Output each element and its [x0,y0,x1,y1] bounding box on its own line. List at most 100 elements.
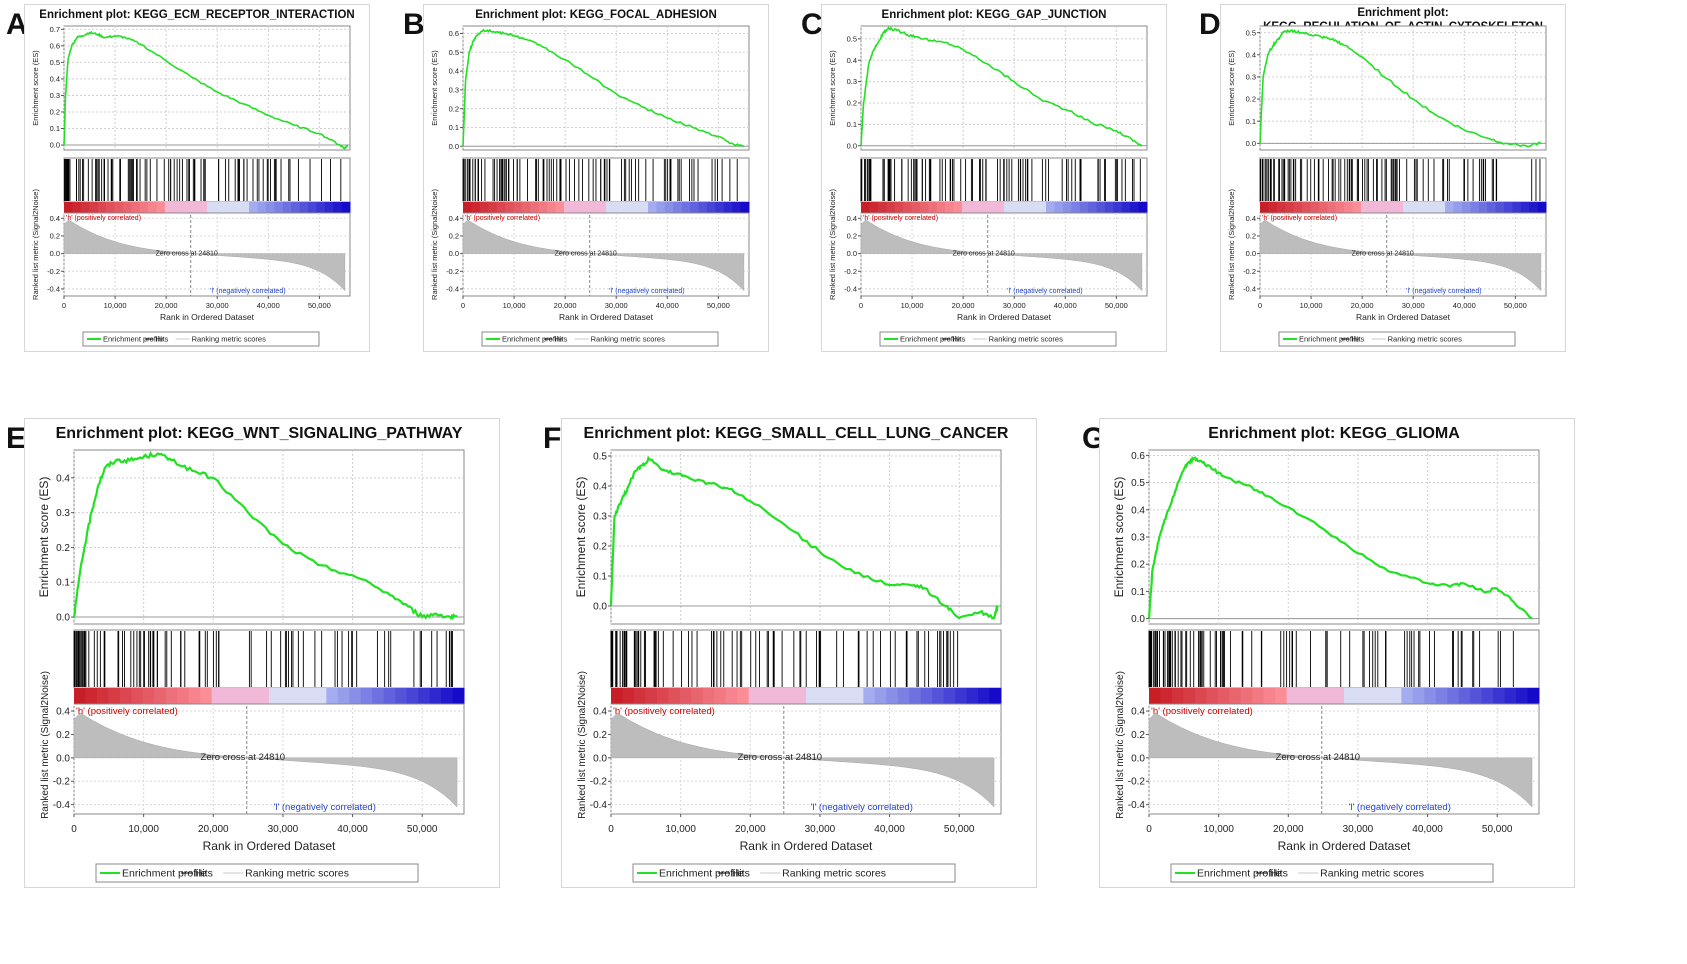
heatmap-segment [1318,202,1328,213]
heatmap-segment [1029,202,1039,213]
x-tick-label: 20,000 [554,301,577,310]
heatmap-segment [1527,688,1540,704]
heatmap-segment [911,202,921,213]
x-tick-label: 30,000 [268,824,299,835]
es-tick-label: 0.5 [847,34,857,43]
heatmap-segment [1503,202,1513,213]
negative-label: 'l' (negatively correlated) [1349,802,1451,813]
enrichment-profile-line [462,28,745,147]
heatmap-segment [360,688,373,704]
heatmap-segment [1412,688,1425,704]
x-tick-label: 40,000 [1412,824,1443,835]
es-tick-label: 0.3 [50,91,60,100]
chart-title: Enrichment plot: KEGG_GLIOMA [1208,425,1460,442]
legend-label: Enrichment profile [659,868,744,880]
heatmap-segment [903,202,912,213]
negative-label: 'l' (negatively correlated) [1406,288,1481,295]
heatmap-segment [806,688,818,704]
heatmap-segment [1401,688,1414,704]
x-tick-label: 30,000 [1003,301,1026,310]
es-plot-area [610,449,1002,625]
heatmap-segment [1537,202,1547,213]
heatmap-segment [1121,202,1131,213]
heatmap-segment [1138,202,1148,213]
x-tick-label: 50,000 [1105,301,1128,310]
heatmap-segment [173,202,183,213]
es-plot-area [860,25,1148,151]
heatmap-segment [530,202,540,213]
x-tick-label: 20,000 [1351,301,1374,310]
heatmap-segment [97,202,107,213]
heatmap-segment [1377,202,1387,213]
metric-tick-label: 0.4 [56,707,70,718]
metric-tick-label: 0.2 [847,232,857,241]
heatmap-segment [1012,202,1022,213]
legend-label: Hits [195,868,213,880]
metric-tick-label: -0.4 [1128,800,1146,811]
heatmap-segment [978,202,988,213]
legend-label: Hits [1351,335,1364,344]
chart-title: Enrichment plot: KEGG_SMALL_CELL_LUNG_CA… [584,425,1009,442]
heatmap-segment [1481,688,1494,704]
heatmap-segment [978,688,991,704]
heatmap-segment [970,202,980,213]
gsea-panel-f: Enrichment plot: KEGG_SMALL_CELL_LUNG_CA… [561,418,1037,888]
es-axis-label: Enrichment score (ES) [31,50,40,126]
heatmap-segment [333,202,343,213]
x-tick-label: 40,000 [874,824,905,835]
ranking-metric-area [1148,712,1533,808]
heatmap-segment [1389,688,1402,704]
heatmap-segment [1487,202,1497,213]
heatmap-segment [257,688,270,704]
es-tick-label: 0.1 [1246,117,1256,126]
legend-box [481,331,719,347]
heatmap-segment [72,202,82,213]
heatmap-segment [1263,688,1276,704]
metric-tick-label: 0.0 [449,249,459,258]
es-tick-label: 0.1 [847,120,857,129]
heatmap-segment [1037,202,1047,213]
heatmap-segment [1344,688,1356,704]
positive-label: 'h' (positively correlated) [76,706,178,717]
positive-label: 'h' (positively correlated) [1262,215,1337,222]
es-tick-label: 0.2 [50,108,60,117]
heatmap-segment [1428,202,1438,213]
heatmap-segment [349,688,362,704]
legend-box [95,863,419,883]
metric-tick-label: -0.4 [47,285,60,294]
heatmap-segment [828,688,841,704]
heatmap-segment [987,202,997,213]
heatmap-segment [314,688,327,704]
heatmap-segment [1355,688,1368,704]
heatmap-segment [909,688,922,704]
chart-title: Enrichment plot: KEGG_GAP_JUNCTION [882,9,1107,21]
heatmap-segment [1004,202,1013,213]
heatmap-segment [555,202,565,213]
x-tick-label: 0 [1258,301,1262,310]
es-tick-label: 0.2 [593,542,607,553]
es-plot-area [1259,25,1547,151]
heatmap-segment [928,202,938,213]
legend-label: Enrichment profile [103,335,163,344]
panel-letter: A [6,8,28,41]
panel-letter: C [801,8,823,41]
legend-label: Enrichment profile [900,335,960,344]
x-tick-label: 30,000 [206,301,229,310]
heatmap-segment [563,202,573,213]
heatmap-segment [164,202,174,213]
x-tick-label: 40,000 [656,301,679,310]
heatmap-segment [580,202,590,213]
x-tick-label: 50,000 [1504,301,1527,310]
heatmap-segment [681,202,691,213]
heatmap-segment [639,202,649,213]
panel-letter: D [1199,8,1221,41]
metric-axis-label: Ranked list metric (Signal2Noise) [31,189,40,300]
heatmap-segment [207,202,216,213]
legend-label: Hits [1270,868,1288,880]
heatmap-segment [85,688,98,704]
heatmap-segment [1327,202,1337,213]
zero-cross-label: Zero cross at 24810 [1276,752,1361,763]
es-plot-area [73,449,465,625]
heatmap-segment [142,688,155,704]
heatmap-segment [139,202,149,213]
